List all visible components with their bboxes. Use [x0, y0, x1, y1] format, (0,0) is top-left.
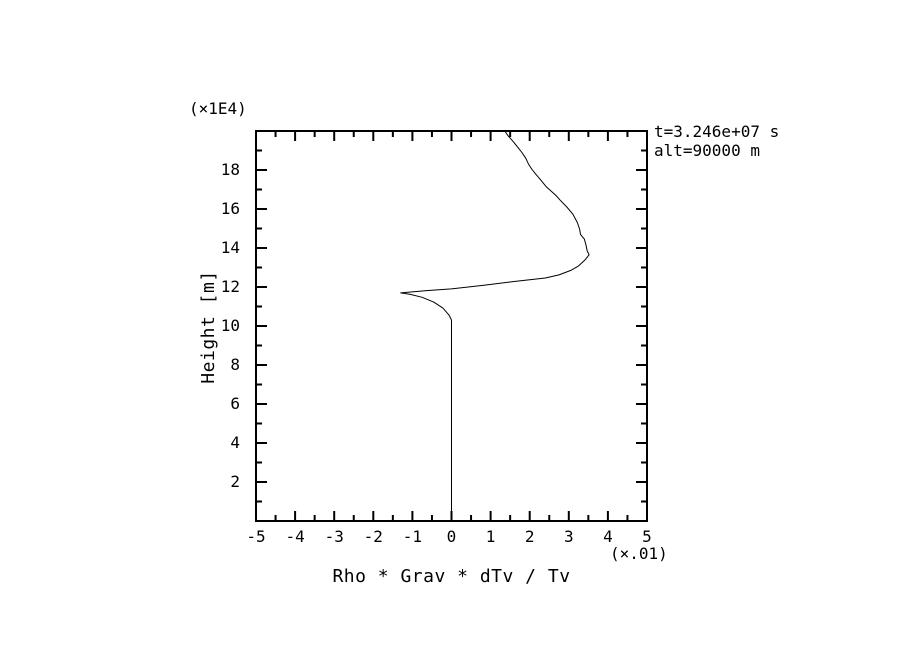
- y-axis-multiplier: (×1E4): [189, 99, 247, 118]
- annotation-altitude: alt=90000 m: [654, 141, 760, 160]
- y-tick-label: 12: [221, 277, 240, 296]
- data-curve: [400, 130, 590, 518]
- x-tick-label: 5: [642, 527, 652, 546]
- y-tick-label: 14: [221, 238, 240, 257]
- x-tick-label: -3: [325, 527, 344, 546]
- y-tick-label: 6: [230, 394, 240, 413]
- x-axis-title: Rho * Grav * dTv / Tv: [332, 566, 571, 587]
- plot-frame: [255, 130, 648, 522]
- x-tick-label: -2: [364, 527, 383, 546]
- x-tick-label: -5: [246, 527, 265, 546]
- y-tick-label: 18: [221, 160, 240, 179]
- x-tick-label: 2: [525, 527, 535, 546]
- x-tick-label: 3: [564, 527, 574, 546]
- x-axis-multiplier: (×.01): [610, 544, 668, 563]
- y-tick-label: 10: [221, 316, 240, 335]
- annotation-time: t=3.246e+07 s: [654, 122, 780, 141]
- x-tick-label: 0: [447, 527, 457, 546]
- y-axis-title: Height [m]: [198, 270, 220, 384]
- x-tick-label: -4: [285, 527, 304, 546]
- y-tick-label: 16: [221, 199, 240, 218]
- x-tick-label: -1: [403, 527, 422, 546]
- y-tick-label: 4: [230, 433, 240, 452]
- x-tick-label: 1: [486, 527, 496, 546]
- y-tick-label: 8: [230, 355, 240, 374]
- x-tick-label: 4: [603, 527, 613, 546]
- y-tick-label: 2: [230, 472, 240, 491]
